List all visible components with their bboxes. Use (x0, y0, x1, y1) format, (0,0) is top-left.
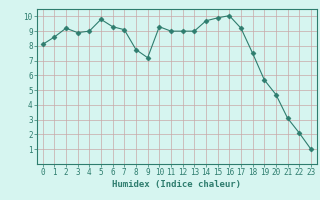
X-axis label: Humidex (Indice chaleur): Humidex (Indice chaleur) (112, 180, 241, 189)
